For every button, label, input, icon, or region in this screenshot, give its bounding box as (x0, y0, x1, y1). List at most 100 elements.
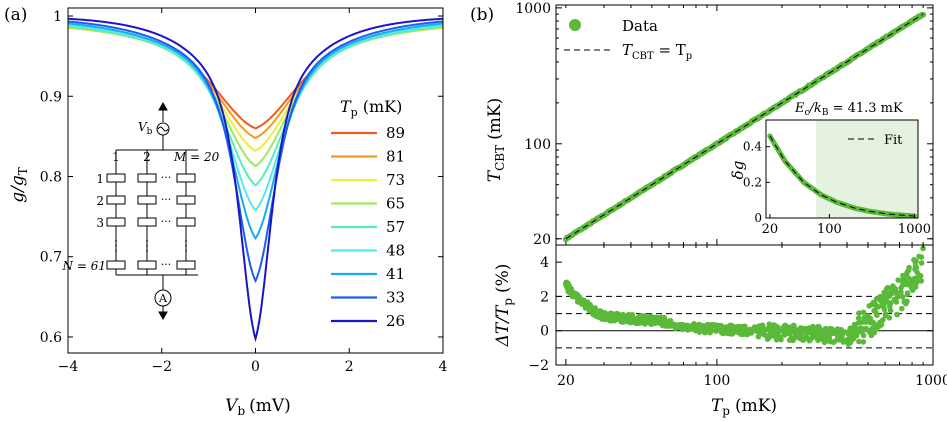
residual-data-point (764, 336, 771, 343)
residual-data-point (901, 299, 907, 305)
residual-data-point (781, 323, 788, 330)
residual-data-point (916, 253, 922, 260)
residual-data-point (740, 331, 746, 337)
curve-tp-26 (68, 17, 443, 343)
junction-icon (106, 173, 126, 183)
res-ytick-label: 4 (540, 255, 549, 271)
residual-data-point (856, 338, 862, 345)
ellipsis-horizontal: ··· (161, 193, 172, 206)
residual-data-point (895, 294, 901, 300)
panel-b-residual-ticks: −2 0 2 4 20 100 1000 (528, 245, 947, 389)
residual-data-point (920, 245, 926, 252)
residual-data-point (878, 322, 885, 328)
res-ytick-label: 2 (540, 289, 549, 305)
residual-data-point (863, 325, 869, 332)
residual-data-point (777, 334, 783, 341)
circuit-row-1: 1 (96, 172, 104, 186)
residual-data-point (718, 322, 724, 329)
residual-data-point (894, 311, 900, 318)
residual-data-point (608, 317, 615, 324)
ellipsis-horizontal: ··· (161, 171, 172, 184)
residual-data-point (852, 332, 859, 339)
panel-a-curves (67, 17, 444, 343)
residual-data-point (723, 324, 730, 330)
residual-data-point (885, 299, 891, 305)
residual-data-point (768, 330, 775, 337)
residual-data-point (707, 326, 714, 332)
panel-b-ylabel-bottom: ΔT/Tp(%) (493, 264, 515, 348)
junction-icon (137, 260, 157, 270)
residual-data-point (906, 264, 912, 271)
panel-b-main-data (562, 11, 927, 243)
residual-data-point (900, 276, 907, 282)
panel-a-xlabel: Vb (mV) (225, 396, 291, 418)
panel-a-legend-title: Tp (mK) (340, 97, 402, 119)
residual-data-point (884, 284, 891, 291)
residual-data-point (866, 329, 873, 336)
residual-data-point (665, 323, 671, 329)
a-ytick-label: 0.8 (40, 169, 62, 185)
residual-data-point (899, 305, 905, 312)
residual-data-point (641, 313, 648, 319)
residual-data-point (870, 299, 877, 306)
ellipsis-horizontal: ··· (161, 215, 172, 228)
residual-data-point (666, 318, 673, 324)
legend-label-81: 81 (386, 148, 405, 166)
residual-data-point (882, 311, 889, 318)
res-ytick-label: −2 (528, 358, 549, 374)
a-xtick-label: −4 (58, 359, 79, 375)
legend-data-label: Data (622, 17, 658, 35)
curve-tp-41 (67, 22, 444, 241)
residual-data-point (824, 337, 831, 344)
residual-data-point (895, 277, 901, 283)
residual-data-point (581, 297, 587, 304)
res-ytick-label: 0 (540, 324, 549, 340)
panel-b-residual-axes (555, 244, 934, 366)
inset-ticks: 20 100 1000 0 0.2 0.4 (743, 140, 931, 237)
residual-data-point (713, 328, 719, 334)
inset-ytick-label: 0.2 (743, 175, 762, 189)
residual-data-point (844, 338, 851, 345)
junction-icon (106, 217, 126, 227)
residual-data-point (792, 325, 798, 332)
residual-data-point (815, 335, 822, 342)
residual-data-point (910, 280, 917, 286)
legend-label-57: 57 (386, 218, 405, 236)
junction-icon (137, 195, 157, 205)
curve-tp-57 (67, 25, 444, 187)
residual-data-point (816, 324, 823, 331)
residual-data-point (855, 315, 862, 322)
residual-data-point (661, 315, 668, 322)
residual-data-point (912, 263, 919, 270)
panel-a-xticks: −4 −2 0 2 4 (58, 8, 448, 375)
res-xtick-label: 20 (557, 373, 575, 389)
residual-data-point (758, 328, 764, 334)
residual-data-point (860, 309, 867, 316)
residual-data-point (884, 290, 890, 297)
residual-data-point (797, 335, 803, 342)
inset-xtick-label: 1000 (898, 222, 931, 237)
residual-data-point (653, 317, 660, 324)
b-ytick-label: 1000 (515, 1, 551, 17)
residual-data-point (854, 327, 860, 333)
a-ytick-label: 0.9 (40, 89, 62, 105)
residual-data-point (672, 323, 678, 329)
residual-data-point (781, 332, 788, 338)
ellipsis-vertical: ⋮ (179, 238, 193, 254)
residual-data-point (569, 292, 575, 299)
residual-data-point (860, 339, 867, 345)
a-xtick-label: 0 (251, 359, 260, 375)
circuit-row-2: 2 (96, 194, 104, 208)
residual-data-point (640, 318, 646, 325)
residual-data-point (830, 329, 837, 335)
res-xtick-label: 1000 (915, 373, 947, 389)
residual-data-point (900, 282, 906, 288)
inset-ytick-label: 0.4 (743, 140, 762, 154)
residual-data-point (904, 291, 911, 297)
panel-b-label: (b) (470, 5, 494, 25)
residual-data-point (775, 330, 781, 336)
residual-data-point (575, 299, 581, 305)
circuit-col-2: 2 (143, 150, 151, 164)
legend-label-33: 33 (386, 289, 405, 307)
residual-data-point (755, 333, 762, 340)
